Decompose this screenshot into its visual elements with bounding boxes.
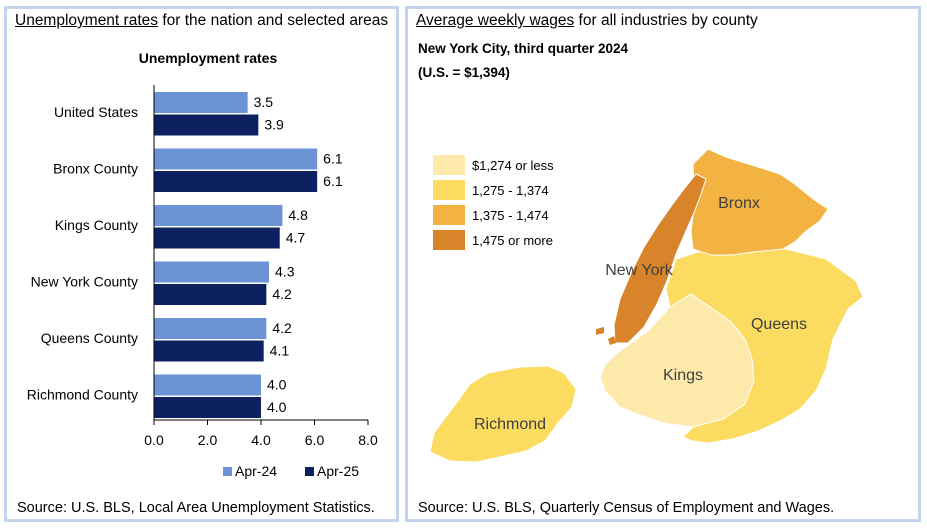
bar-apr-24 [154, 205, 283, 226]
category-label: Bronx County [53, 161, 138, 177]
x-tick-label: 4.0 [251, 432, 271, 448]
data-label: 4.0 [267, 399, 287, 415]
bar-apr-24 [154, 92, 248, 113]
data-label: 3.5 [254, 94, 274, 110]
data-label: 4.1 [270, 343, 290, 359]
x-tick-label: 8.0 [358, 432, 378, 448]
legend-label-3: 1,375 - 1,474 [472, 208, 549, 223]
x-tick-label: 2.0 [198, 432, 218, 448]
category-label: Queens County [41, 330, 138, 346]
chart-title: Unemployment rates [139, 50, 278, 66]
island-shape [596, 327, 604, 335]
category-label: New York County [31, 274, 138, 290]
data-label: 4.2 [272, 320, 292, 336]
unemployment-source: Source: U.S. BLS, Local Area Unemploymen… [17, 500, 375, 516]
category-label: Richmond County [27, 387, 138, 403]
county-label-queens: Queens [751, 316, 807, 333]
category-label: Kings County [55, 217, 138, 233]
legend-swatch-2 [433, 180, 465, 200]
map-subtitle-us: (U.S. = $1,394) [418, 65, 510, 80]
data-label: 4.2 [272, 286, 292, 302]
county-label-bronx: Bronx [718, 195, 760, 212]
map-legend: $1,274 or less 1,275 - 1,374 1,375 - 1,4… [433, 155, 554, 250]
data-label: 4.0 [267, 377, 287, 393]
unemployment-panel-heading: Unemployment rates for the nation and se… [15, 12, 388, 30]
legend-swatch [305, 467, 314, 476]
bar-apr-24 [154, 148, 318, 170]
unemployment-bar-chart: Unemployment rates United States 3.5 3.9 Br… [27, 50, 378, 479]
county-richmond [429, 365, 577, 463]
category-label: United States [54, 104, 138, 120]
legend-label: Apr-24 [235, 463, 277, 479]
data-label: 4.7 [286, 230, 306, 246]
heading-rest: for all industries by county [574, 12, 758, 29]
unemployment-panel: Unemployment rates for the nation and se… [4, 6, 399, 522]
county-queens [665, 246, 864, 444]
data-label: 6.1 [323, 173, 343, 189]
legend-label: Apr-25 [317, 463, 359, 479]
bar-apr-24 [154, 374, 261, 396]
county-bronx [690, 148, 829, 256]
legend-swatch-3 [433, 205, 465, 225]
legend-swatch-4 [433, 230, 465, 250]
county-label-richmond: Richmond [474, 416, 546, 433]
bar-apr-25 [154, 114, 259, 136]
legend-label-1: $1,274 or less [472, 158, 554, 173]
heading-underlined: Unemployment rates [15, 12, 159, 29]
data-label: 6.1 [323, 151, 343, 167]
bar-apr-25 [154, 171, 318, 192]
county-new-york [613, 173, 707, 344]
bar-apr-25 [154, 284, 267, 305]
county-label-newyork: New York [605, 262, 674, 279]
heading-rest: for the nation and selected areas [158, 12, 389, 29]
map-subtitle: New York City, third quarter 2024 [418, 41, 629, 56]
legend-label-4: 1,475 or more [472, 233, 553, 248]
bar-apr-25 [154, 340, 264, 362]
data-label: 3.9 [264, 117, 284, 133]
data-label: 4.8 [288, 207, 308, 223]
bar-apr-25 [154, 397, 261, 418]
bar-apr-24 [154, 261, 270, 283]
x-tick-label: 0.0 [144, 432, 164, 448]
wages-panel-heading: Average weekly wages for all industries … [416, 12, 758, 30]
heading-underlined: Average weekly wages [416, 12, 575, 29]
nyc-wage-map: New York Bronx Queens Kings Richmond $1,… [429, 148, 864, 463]
legend-swatch [223, 467, 232, 476]
bar-apr-24 [154, 318, 267, 339]
legend-label-2: 1,275 - 1,374 [472, 183, 549, 198]
data-label: 4.3 [275, 264, 295, 280]
county-label-kings: Kings [663, 367, 703, 384]
wages-source: Source: U.S. BLS, Quarterly Census of Em… [418, 500, 835, 516]
legend-swatch-1 [433, 155, 465, 175]
wages-panel: Average weekly wages for all industries … [405, 6, 921, 522]
island-shape [608, 336, 616, 345]
bar-apr-25 [154, 227, 280, 249]
x-tick-label: 6.0 [305, 432, 325, 448]
